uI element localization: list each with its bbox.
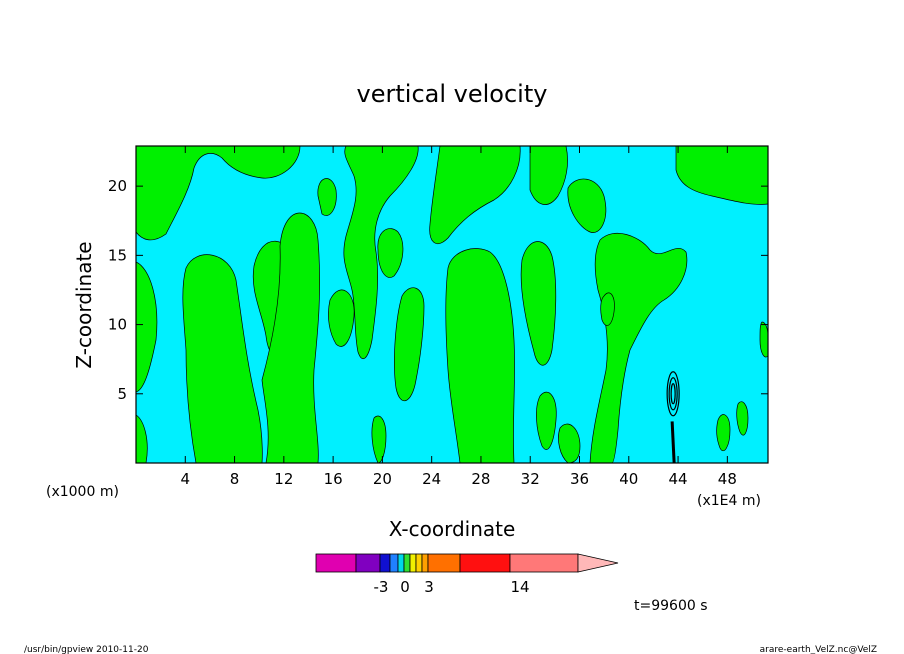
y-axis-label: Z-coordinate xyxy=(72,241,96,368)
y-tick-label: 15 xyxy=(108,246,127,264)
y-unit-label: (x1000 m) xyxy=(46,484,119,500)
x-tick-label: 44 xyxy=(669,470,688,488)
positive-region-2 xyxy=(136,261,158,393)
positive-region-3 xyxy=(136,414,148,463)
strong-contour-3 xyxy=(670,383,676,405)
x-tick-label: 24 xyxy=(422,470,441,488)
positive-region-12 xyxy=(429,146,521,244)
colorbar-segment xyxy=(409,553,417,573)
x-tick-label: 48 xyxy=(718,470,737,488)
footer-right: arare-earth_VelZ.nc@VelZ xyxy=(760,645,877,654)
positive-region-4 xyxy=(182,254,263,463)
positive-region-25 xyxy=(371,415,387,463)
colorbar-segment xyxy=(389,553,399,573)
colorbar xyxy=(315,553,619,573)
positive-region-24 xyxy=(736,401,749,436)
positive-region-16 xyxy=(536,391,557,450)
colorbar-segment xyxy=(459,553,511,573)
positive-regions xyxy=(136,146,768,463)
positive-region-14 xyxy=(529,146,568,205)
x-tick-label: 16 xyxy=(324,470,343,488)
positive-region-22 xyxy=(759,321,768,358)
positive-region-10 xyxy=(377,228,404,278)
colorbar-segment xyxy=(379,553,391,573)
positive-region-20 xyxy=(675,146,768,205)
colorbar-segment xyxy=(427,553,461,573)
colorbar-segment xyxy=(355,553,381,573)
plot-area xyxy=(136,146,768,463)
x-axis-label: X-coordinate xyxy=(389,517,516,541)
positive-region-11 xyxy=(394,287,425,401)
plot-frame xyxy=(135,145,769,464)
colorbar-tick-label: 3 xyxy=(424,578,434,596)
positive-region-7 xyxy=(328,289,355,347)
positive-region-8 xyxy=(317,178,337,216)
x-tick-label: 40 xyxy=(619,470,638,488)
colorbar-segment xyxy=(509,553,579,573)
positive-region-17 xyxy=(567,178,607,233)
x-tick-label: 20 xyxy=(373,470,392,488)
colorbar-segment xyxy=(415,553,423,573)
y-tick-label: 5 xyxy=(117,385,127,403)
strong-contour-2 xyxy=(668,377,678,411)
positive-region-19 xyxy=(589,232,688,463)
positive-region-18 xyxy=(558,423,581,463)
x-unit-label: (x1E4 m) xyxy=(697,493,761,509)
positive-region-23 xyxy=(716,414,731,452)
y-tick-label: 20 xyxy=(108,177,127,195)
y-ticks: 5 10 15 20 xyxy=(108,177,768,403)
colorbar-segment xyxy=(421,553,429,573)
positive-region-21 xyxy=(600,292,615,326)
footer-left: /usr/bin/gpview 2010-11-20 xyxy=(24,645,149,654)
colorbar-segment xyxy=(403,553,411,573)
strong-contour-stem xyxy=(670,421,676,463)
y-tick-label: 10 xyxy=(108,316,127,334)
x-tick-label: 36 xyxy=(570,470,589,488)
colorbar-segment xyxy=(315,553,357,573)
colorbar-tick-label: -3 xyxy=(374,578,389,596)
time-label: t=99600 s xyxy=(634,598,708,614)
chart-title: vertical velocity xyxy=(357,80,548,108)
x-tick-label: 8 xyxy=(230,470,240,488)
x-tick-label: 28 xyxy=(471,470,490,488)
positive-region-15 xyxy=(520,241,557,366)
x-tick-label: 32 xyxy=(521,470,540,488)
x-ticks: 4 8 12 16 20 24 28 32 36 40 44 48 xyxy=(181,146,737,488)
x-tick-label: 4 xyxy=(181,470,191,488)
colorbar-segment xyxy=(397,553,405,573)
strong-updraft-contours xyxy=(666,371,680,463)
strong-contour-1 xyxy=(666,371,680,417)
positive-region-1 xyxy=(136,146,301,241)
x-tick-label: 12 xyxy=(274,470,293,488)
positive-region-9 xyxy=(343,146,419,360)
colorbar-tick-label: 14 xyxy=(510,578,529,596)
colorbar-extension-arrow xyxy=(577,553,619,573)
colorbar-labels: -3 0 3 14 xyxy=(374,578,530,596)
positive-region-13 xyxy=(445,248,515,463)
positive-region-6 xyxy=(261,212,320,463)
colorbar-tick-label: 0 xyxy=(400,578,410,596)
